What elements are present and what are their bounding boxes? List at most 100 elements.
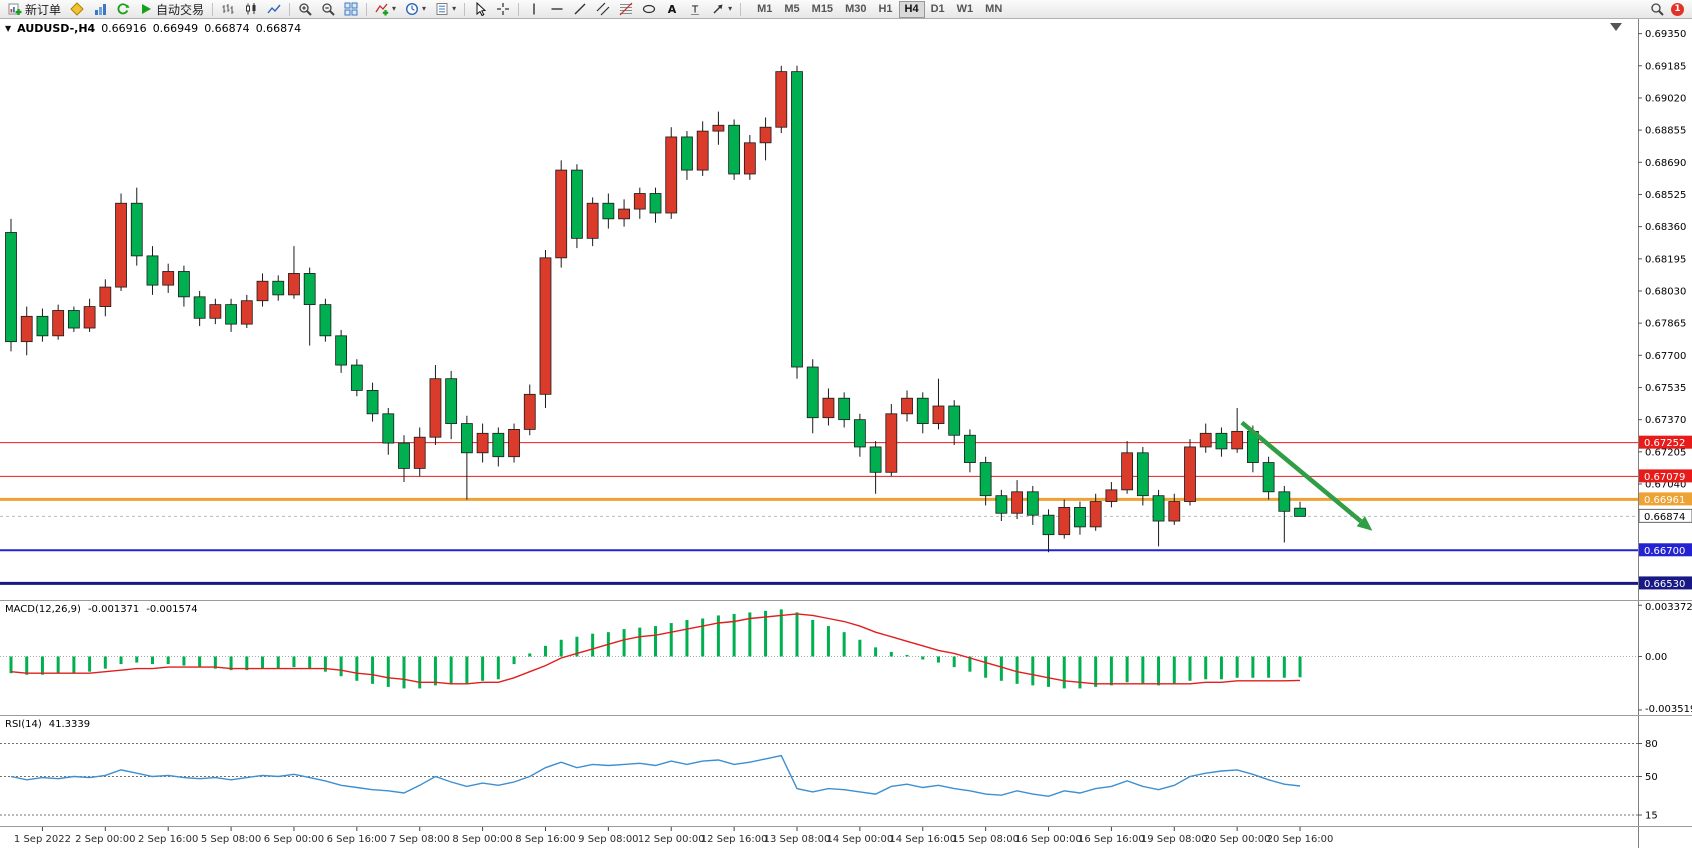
candlestick xyxy=(36,315,49,337)
macd-histogram-bar xyxy=(748,612,752,657)
periods-button[interactable]: ▾ xyxy=(401,1,430,18)
candlestick xyxy=(602,202,615,220)
svg-text:T: T xyxy=(691,5,699,16)
chart-shift-marker[interactable] xyxy=(1610,23,1622,31)
price-axis-label: 0.67205 xyxy=(1645,447,1686,458)
vertical-line-button[interactable] xyxy=(523,1,545,18)
macd-histogram-bar xyxy=(1251,656,1255,678)
macd-panel[interactable]: MACD(12,26,9) -0.001371 -0.001574 0.0033… xyxy=(0,600,1692,715)
candlestick xyxy=(712,124,725,132)
time-axis-label: 16 Sep 16:00 xyxy=(1078,834,1145,845)
rsi-axis-label: 15 xyxy=(1645,811,1658,822)
candlestick xyxy=(791,71,803,368)
macd-histogram-bar xyxy=(119,656,123,665)
timeframe-button-m30[interactable]: M30 xyxy=(839,1,872,18)
candlestick xyxy=(964,434,976,463)
macd-chart: 0.003372 0.00 -0.003519 xyxy=(0,601,1692,715)
zoom-in-button[interactable] xyxy=(294,1,316,18)
time-axis-label: 14 Sep 00:00 xyxy=(827,834,894,845)
zoom-out-button[interactable] xyxy=(317,1,339,18)
macd-histogram-bar xyxy=(182,656,186,666)
candlestick xyxy=(508,429,520,458)
candlestick xyxy=(146,255,159,286)
rsi-line xyxy=(10,754,1301,798)
time-axis-label: 20 Sep 00:00 xyxy=(1204,834,1271,845)
bar-chart-button[interactable] xyxy=(217,1,239,18)
autotrading-button[interactable]: 自动交易 xyxy=(135,1,208,18)
templates-button[interactable]: ▾ xyxy=(431,1,460,18)
macd-histogram-bar xyxy=(308,656,312,669)
search-button[interactable] xyxy=(1646,1,1668,18)
trendline-button[interactable] xyxy=(569,1,591,18)
rsi-panel[interactable]: RSI(14) 41.3339 80 50 15 xyxy=(0,715,1692,826)
timeframe-button-m15[interactable]: M15 xyxy=(806,1,839,18)
macd-histogram-bar xyxy=(559,639,563,657)
indicators-button[interactable]: ▾ xyxy=(371,1,400,18)
arrows-button[interactable]: ▾ xyxy=(707,1,736,18)
time-axis-label: 2 Sep 16:00 xyxy=(138,834,198,845)
candlestick xyxy=(948,405,961,436)
trend-arrow-object[interactable] xyxy=(1240,420,1363,523)
text-button[interactable]: A xyxy=(661,1,683,18)
trend-arrow-head[interactable] xyxy=(1356,516,1373,531)
macd-histogram-bar xyxy=(1125,656,1129,683)
timeframe-button-h1[interactable]: H1 xyxy=(872,1,898,18)
candlestick xyxy=(523,393,536,430)
refresh-button[interactable] xyxy=(112,1,134,18)
collapse-triangle-icon[interactable]: ▼ xyxy=(5,24,12,33)
candlestick xyxy=(916,397,929,424)
price-axis-label: 0.67370 xyxy=(1645,415,1686,426)
candlestick xyxy=(1026,491,1039,516)
candlestick xyxy=(52,310,65,337)
macd-histogram-bar xyxy=(1188,656,1192,681)
metaeditor-button[interactable] xyxy=(66,1,88,18)
macd-histogram-bar xyxy=(528,653,532,657)
bid-price-badge xyxy=(1638,508,1692,523)
macd-histogram-bar xyxy=(339,656,343,677)
label-button[interactable]: T xyxy=(684,1,706,18)
price-axis-label: 0.69350 xyxy=(1645,29,1686,40)
template-icon xyxy=(436,3,448,15)
candlestick xyxy=(99,286,112,307)
channel-button[interactable] xyxy=(592,1,614,18)
candlestick xyxy=(1042,514,1055,536)
macd-histogram-bar xyxy=(465,656,469,684)
line-chart-icon xyxy=(267,4,281,14)
metaeditor-icon xyxy=(70,2,84,16)
timeframe-button-m1[interactable]: M1 xyxy=(751,1,778,18)
rsi-name: RSI(14) xyxy=(5,719,42,730)
fibonacci-icon xyxy=(619,2,633,16)
time-axis-label: 16 Sep 00:00 xyxy=(1015,834,1082,845)
chevron-down-icon: ▾ xyxy=(422,4,427,13)
candlestick xyxy=(885,413,898,473)
price-axis-label: 0.68855 xyxy=(1645,126,1686,137)
time-axis-label: 15 Sep 08:00 xyxy=(952,834,1019,845)
price-chart[interactable]: 0.69350 0.69185 0.69020 0.68855 0.68690 0.685… xyxy=(0,19,1692,600)
macd-histogram-bar xyxy=(512,656,516,665)
macd-histogram-bar xyxy=(1078,656,1082,689)
vertical-line-icon xyxy=(533,3,535,15)
shapes-button[interactable] xyxy=(638,1,660,18)
strategy-tester-button[interactable] xyxy=(89,1,111,18)
macd-histogram-bar xyxy=(449,656,453,684)
line-chart-button[interactable] xyxy=(263,1,285,18)
cursor-button[interactable] xyxy=(469,1,491,18)
time-axis-label: 1 Sep 2022 xyxy=(14,834,71,845)
tile-windows-button[interactable] xyxy=(340,1,362,18)
timeframe-button-m5[interactable]: M5 xyxy=(778,1,805,18)
timeframe-button-h4[interactable]: H4 xyxy=(898,0,925,18)
macd-histogram-bar xyxy=(402,656,406,689)
new-order-button[interactable]: 新订单 xyxy=(4,1,65,18)
notification-badge[interactable]: 1 xyxy=(1671,2,1684,16)
timeframe-button-d1[interactable]: D1 xyxy=(925,1,951,18)
candlestick-chart-button[interactable] xyxy=(240,1,262,18)
time-axis[interactable]: 1 Sep 2022 2 Sep 00:00 2 Sep 16:00 5 Sep 08… xyxy=(0,826,1692,848)
main-chart-panel[interactable]: ▼ AUDUSD-,H4 0.66916 0.66949 0.66874 0.6… xyxy=(0,19,1692,600)
timeframe-button-w1[interactable]: W1 xyxy=(951,1,980,18)
crosshair-button[interactable] xyxy=(492,1,514,18)
horizontal-line-button[interactable] xyxy=(546,1,568,18)
candlestick xyxy=(115,202,127,288)
time-axis-scale: 1 Sep 2022 2 Sep 00:00 2 Sep 16:00 5 Sep 08… xyxy=(14,827,1639,848)
fibonacci-button[interactable] xyxy=(615,1,637,18)
timeframe-button-mn[interactable]: MN xyxy=(979,1,1008,18)
